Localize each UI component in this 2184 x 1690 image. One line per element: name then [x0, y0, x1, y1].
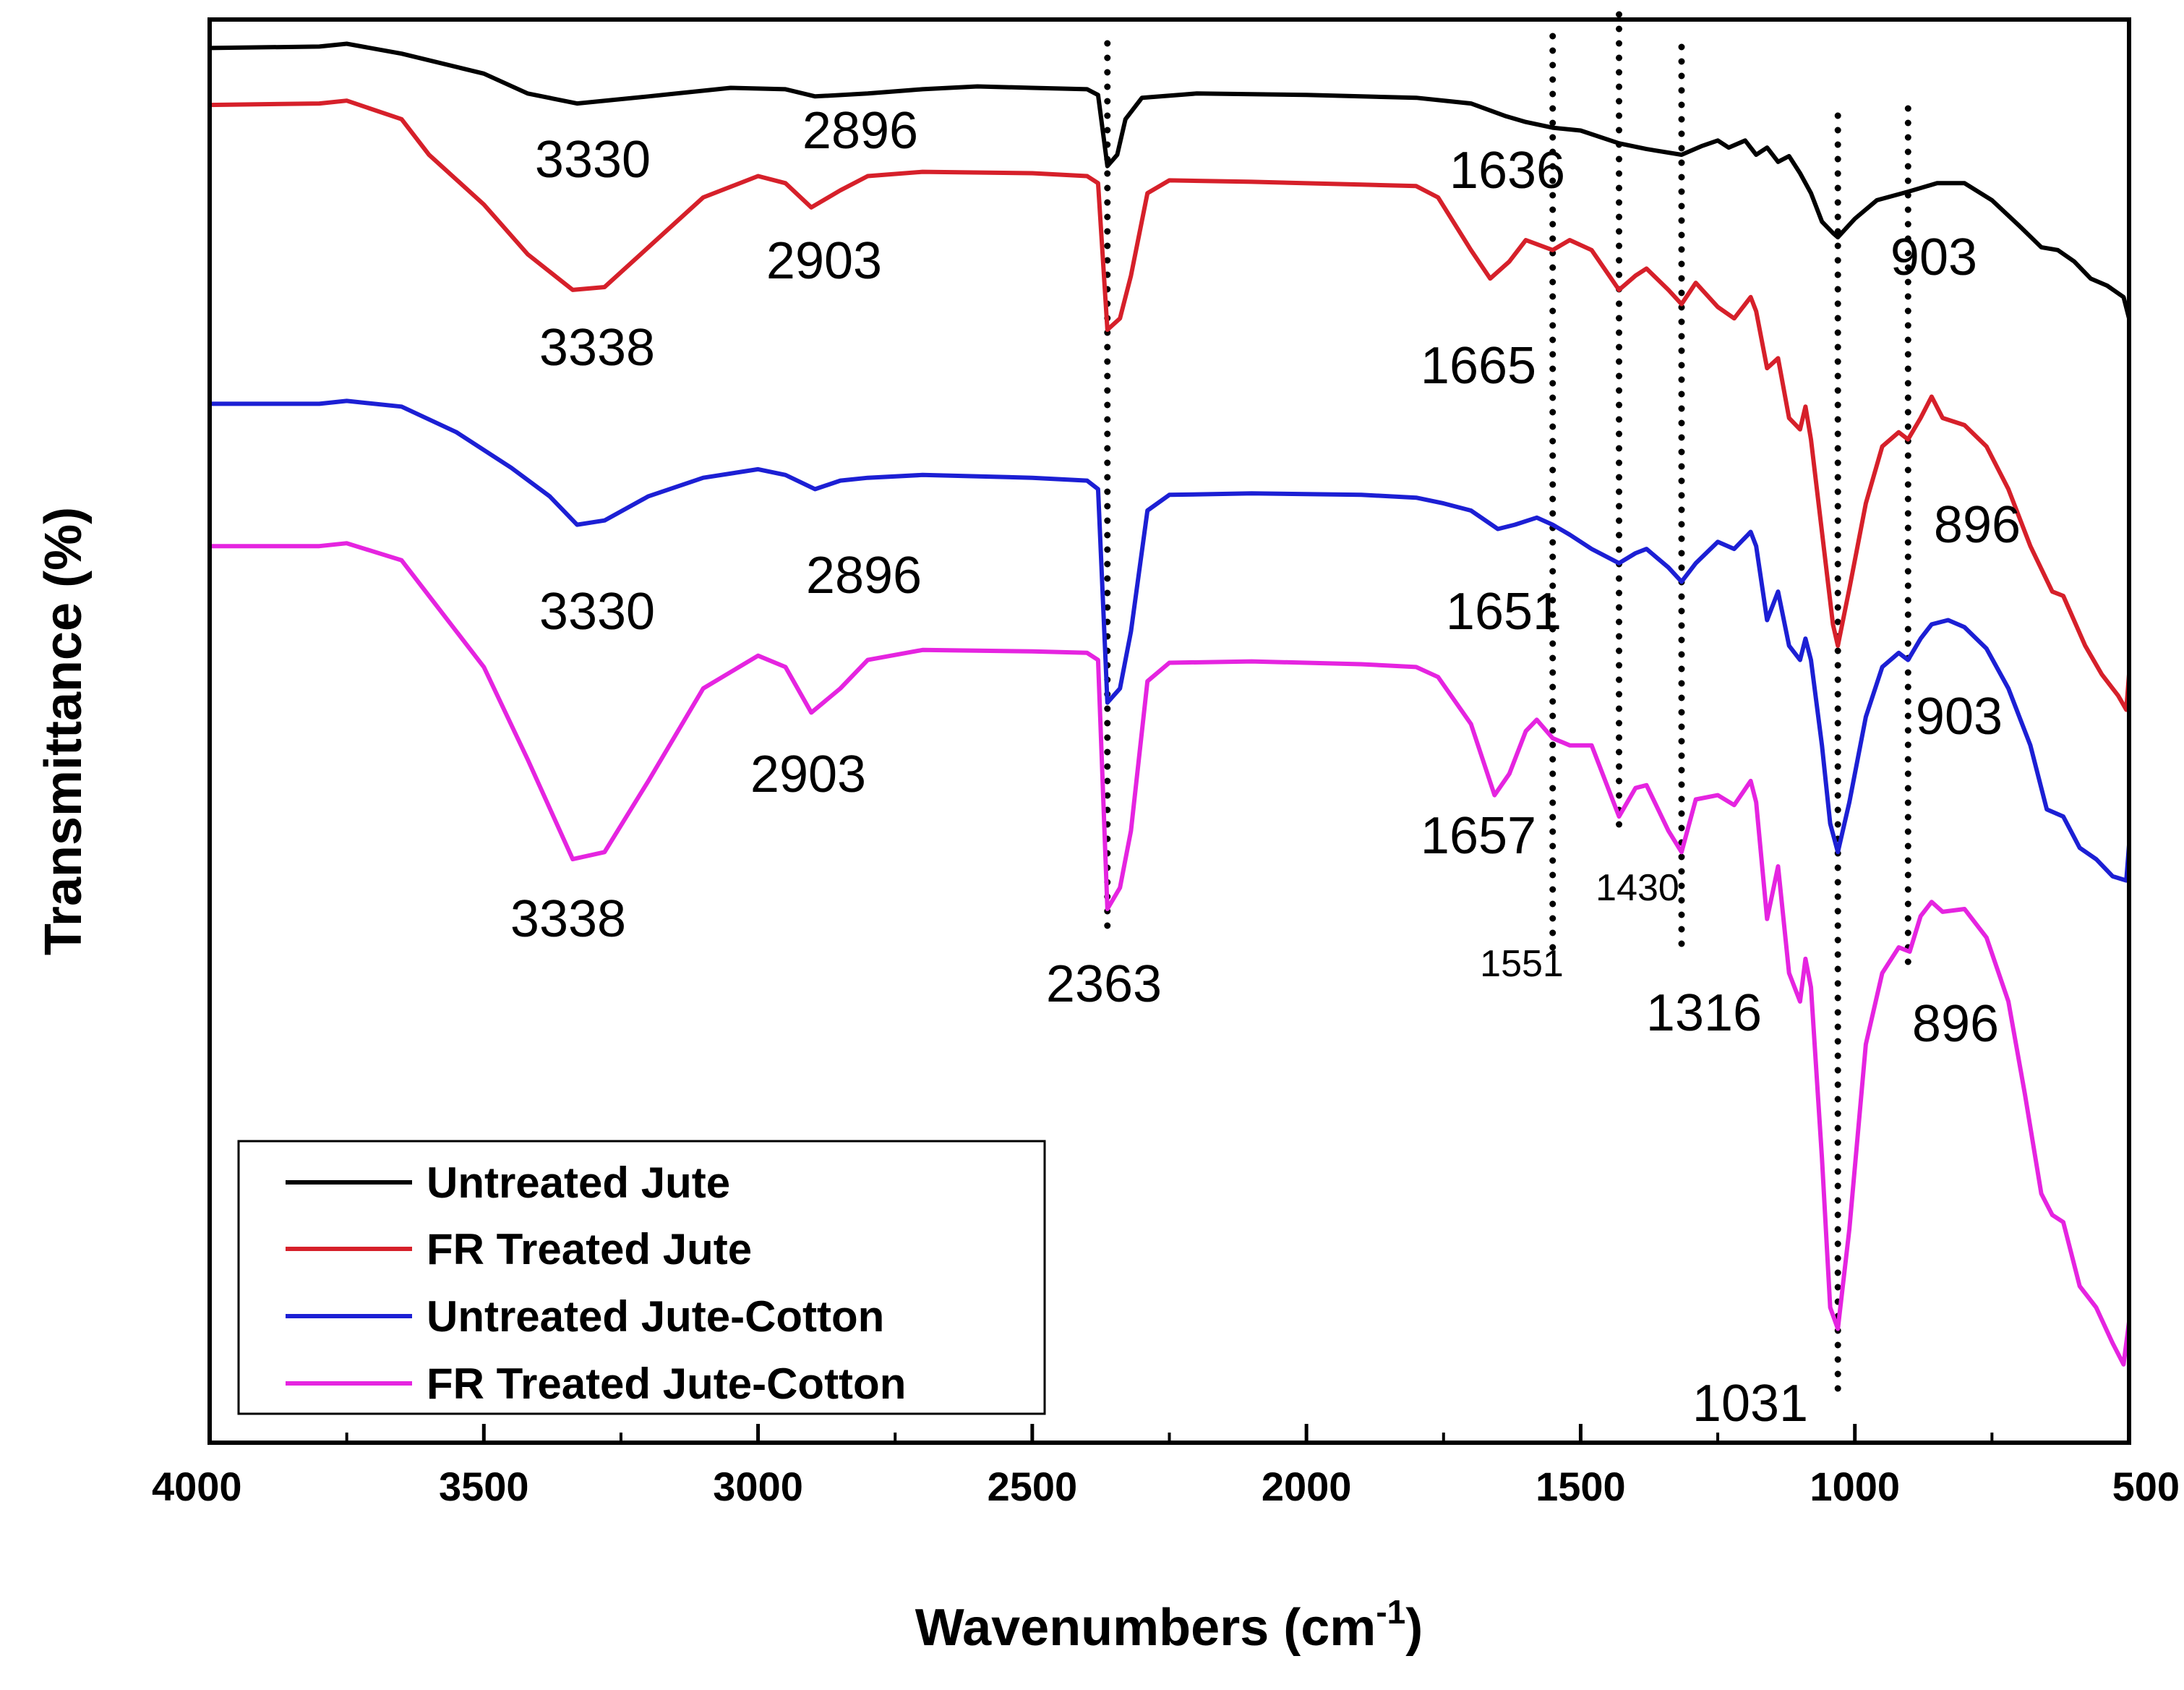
peak-label-3338: 3338 [510, 890, 626, 948]
legend-label-untreated-jute-cotton: Untreated Jute-Cotton [427, 1292, 884, 1341]
peak-label-1665: 1665 [1421, 337, 1536, 395]
series-line-fr-treated-jute [209, 98, 2131, 712]
x-tick-label-3000: 3000 [713, 1464, 803, 1509]
legend-box [237, 1140, 1046, 1415]
x-axis-title-main: Wavenumbers (cm [915, 1599, 1376, 1657]
x-tick-label-2000: 2000 [1262, 1464, 1352, 1509]
peak-label-2896: 2896 [802, 102, 918, 160]
peak-label-1651: 1651 [1446, 583, 1562, 641]
x-tick-label-4000: 4000 [152, 1464, 242, 1509]
peak-label-2363: 2363 [1046, 955, 1162, 1013]
y-axis-title: Transmittance (%) [35, 507, 93, 955]
peak-label-1551: 1551 [1480, 943, 1564, 985]
peak-label-3330: 3330 [539, 583, 655, 641]
peak-label-1657: 1657 [1421, 807, 1536, 865]
peak-label-3330: 3330 [535, 131, 651, 189]
peak-label-896: 896 [1912, 995, 1999, 1053]
peak-label-1430: 1430 [1596, 867, 1679, 909]
series-line-fr-treated-jute-cotton [210, 541, 2131, 1367]
peak-label-3338: 3338 [539, 319, 655, 377]
x-axis-title-superscript: -1 [1376, 1593, 1405, 1631]
legend-label-untreated-jute: Untreated Jute [427, 1158, 730, 1207]
legend-label-fr-treated-jute-cotton: FR Treated Jute-Cotton [427, 1360, 906, 1408]
x-tick-label-500: 500 [2112, 1464, 2180, 1509]
peak-annotations: 3330 2896 1636 903 3338 2903 1665 896 3330 2896 16… [510, 102, 2021, 1433]
x-axis: 4000 3500 3000 2500 2000 1500 1000 500 [152, 1424, 2180, 1509]
x-tick-label-3500: 3500 [439, 1464, 529, 1509]
reference-lines [1104, 11, 1911, 1403]
x-axis-title: Wavenumbers (cm-1) [915, 1593, 1423, 1657]
legend: Untreated Jute FR Treated Jute Untreated J… [237, 1140, 1046, 1415]
x-tick-label-1500: 1500 [1536, 1464, 1626, 1509]
peak-label-1636: 1636 [1449, 142, 1565, 200]
x-axis-title-close: ) [1405, 1599, 1423, 1657]
series-line-untreated-jute [209, 41, 2131, 320]
peak-label-1316: 1316 [1646, 984, 1762, 1042]
series-lines [209, 41, 2131, 1367]
series-line-untreated-jute-cotton [210, 398, 2131, 883]
legend-label-fr-treated-jute: FR Treated Jute [427, 1225, 752, 1273]
peak-label-2903: 2903 [750, 746, 866, 803]
peak-label-896: 896 [1934, 496, 2021, 554]
peak-label-903: 903 [1890, 229, 1977, 286]
x-tick-label-2500: 2500 [988, 1464, 1078, 1509]
x-tick-label-1000: 1000 [1810, 1464, 1900, 1509]
peak-label-2896: 2896 [806, 547, 922, 605]
peak-label-2903: 2903 [766, 232, 882, 290]
peak-label-1031: 1031 [1692, 1375, 1808, 1433]
peak-label-903: 903 [1916, 688, 2003, 746]
